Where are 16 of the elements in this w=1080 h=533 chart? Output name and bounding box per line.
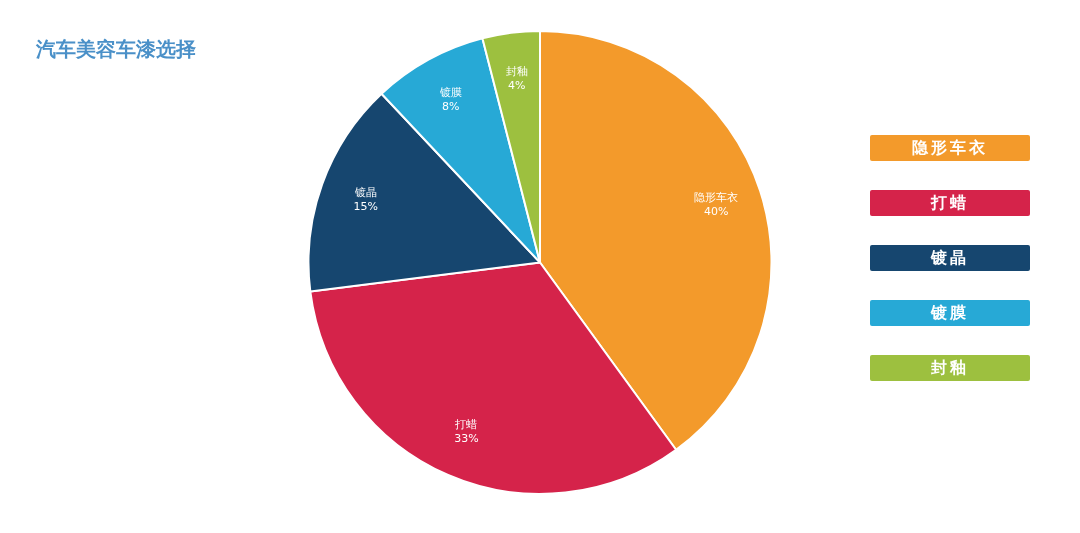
- slice-label: 封釉: [505, 64, 528, 78]
- slice-label: 隐形车衣: [694, 191, 739, 205]
- slice-label: 打蜡: [454, 418, 478, 432]
- data-label: 15%: [353, 199, 378, 213]
- category-label: 封釉: [931, 358, 969, 377]
- slice-label: 镀膜: [438, 86, 462, 100]
- text: 汽车美容车漆选择: [36, 36, 196, 63]
- data-label: 8%: [442, 100, 460, 114]
- data-label: 33%: [454, 432, 479, 446]
- category-label: 镀膜: [931, 303, 969, 322]
- category-label: 打蜡: [931, 193, 969, 212]
- legend-label: 隐形车衣: [892, 135, 1030, 161]
- data-label: 4%: [508, 78, 526, 92]
- slice-label: 镀晶: [353, 185, 377, 199]
- data-label: 40%: [703, 205, 729, 219]
- category-label: 镀晶: [931, 248, 969, 267]
